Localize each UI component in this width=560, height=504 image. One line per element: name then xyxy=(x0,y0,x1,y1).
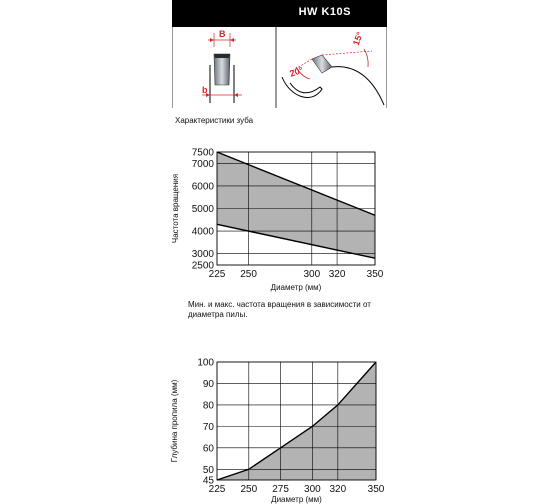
tooth-back-curve xyxy=(331,66,385,106)
y-tick-label: 90 xyxy=(203,379,215,390)
y-tick-label: 80 xyxy=(203,400,215,411)
y-tick-label: 45 xyxy=(203,476,215,487)
x-tick-label: 250 xyxy=(240,484,257,495)
y-tick-label: 100 xyxy=(197,358,214,369)
y-tick-label: 3000 xyxy=(192,249,215,260)
x-tick-label: 350 xyxy=(368,484,385,495)
arrowhead-icon xyxy=(210,38,214,42)
rpm-chart-caption: Мин. и макс. частота вращения в зависимо… xyxy=(188,300,371,319)
y-tick-label: 6000 xyxy=(192,181,215,192)
label-angle-bottom: 20° xyxy=(288,65,305,79)
y-tick-label: 2500 xyxy=(192,261,215,272)
y-axis-label: Глубина пропила (мм) xyxy=(170,379,179,462)
y-tick-label: 5000 xyxy=(192,204,215,215)
series-line-0 xyxy=(216,361,377,481)
x-tick-label: 320 xyxy=(329,484,346,495)
tooth-caption: Характеристики зуба xyxy=(175,116,254,125)
y-axis-label: Частота вращения xyxy=(171,174,180,243)
x-axis-label: Диаметр (мм) xyxy=(271,283,322,292)
angle-arc-top xyxy=(363,48,369,68)
area-fill xyxy=(217,362,376,480)
x-tick-label: 300 xyxy=(304,484,321,495)
y-tick-label: 70 xyxy=(203,422,215,433)
x-tick-label: 225 xyxy=(209,484,226,495)
y-tick-label: 7000 xyxy=(192,159,215,170)
x-tick-label: 350 xyxy=(367,269,384,280)
y-tick-label: 50 xyxy=(203,465,215,476)
x-tick-label: 275 xyxy=(272,484,289,495)
angle-ref-line-bottom xyxy=(291,58,313,72)
y-tick-label: 7500 xyxy=(192,148,215,159)
x-axis-label: Диаметр (мм) xyxy=(271,495,322,504)
label-width-bottom: b xyxy=(202,85,208,95)
header-title: HW K10S xyxy=(298,6,351,18)
angle-ref-line-top xyxy=(321,50,373,56)
arrowhead-icon xyxy=(234,93,238,97)
series-line-0 xyxy=(216,151,376,216)
header-bar: HW K10S xyxy=(172,0,387,27)
series-line-1 xyxy=(216,223,376,259)
tooth-characteristics-diagram: B b 15° 20° xyxy=(172,27,387,108)
area-fill xyxy=(217,152,375,259)
angle-arc-bottom xyxy=(295,66,311,80)
label-angle-top: 15° xyxy=(351,30,365,47)
arrowhead-icon xyxy=(230,38,234,42)
x-tick-label: 225 xyxy=(209,269,226,280)
gullet-curve xyxy=(281,76,323,99)
x-tick-label: 300 xyxy=(303,269,320,280)
tooth-top-face xyxy=(214,54,230,58)
tooth-profile-shape xyxy=(311,54,333,74)
y-tick-label: 60 xyxy=(203,443,215,454)
plot-frame xyxy=(216,151,376,266)
x-tick-label: 320 xyxy=(329,269,346,280)
x-tick-label: 250 xyxy=(240,269,257,280)
y-tick-label: 4000 xyxy=(192,227,215,238)
plot-frame xyxy=(216,361,377,481)
arrowhead-icon xyxy=(206,93,210,97)
label-width-top: B xyxy=(219,29,226,39)
